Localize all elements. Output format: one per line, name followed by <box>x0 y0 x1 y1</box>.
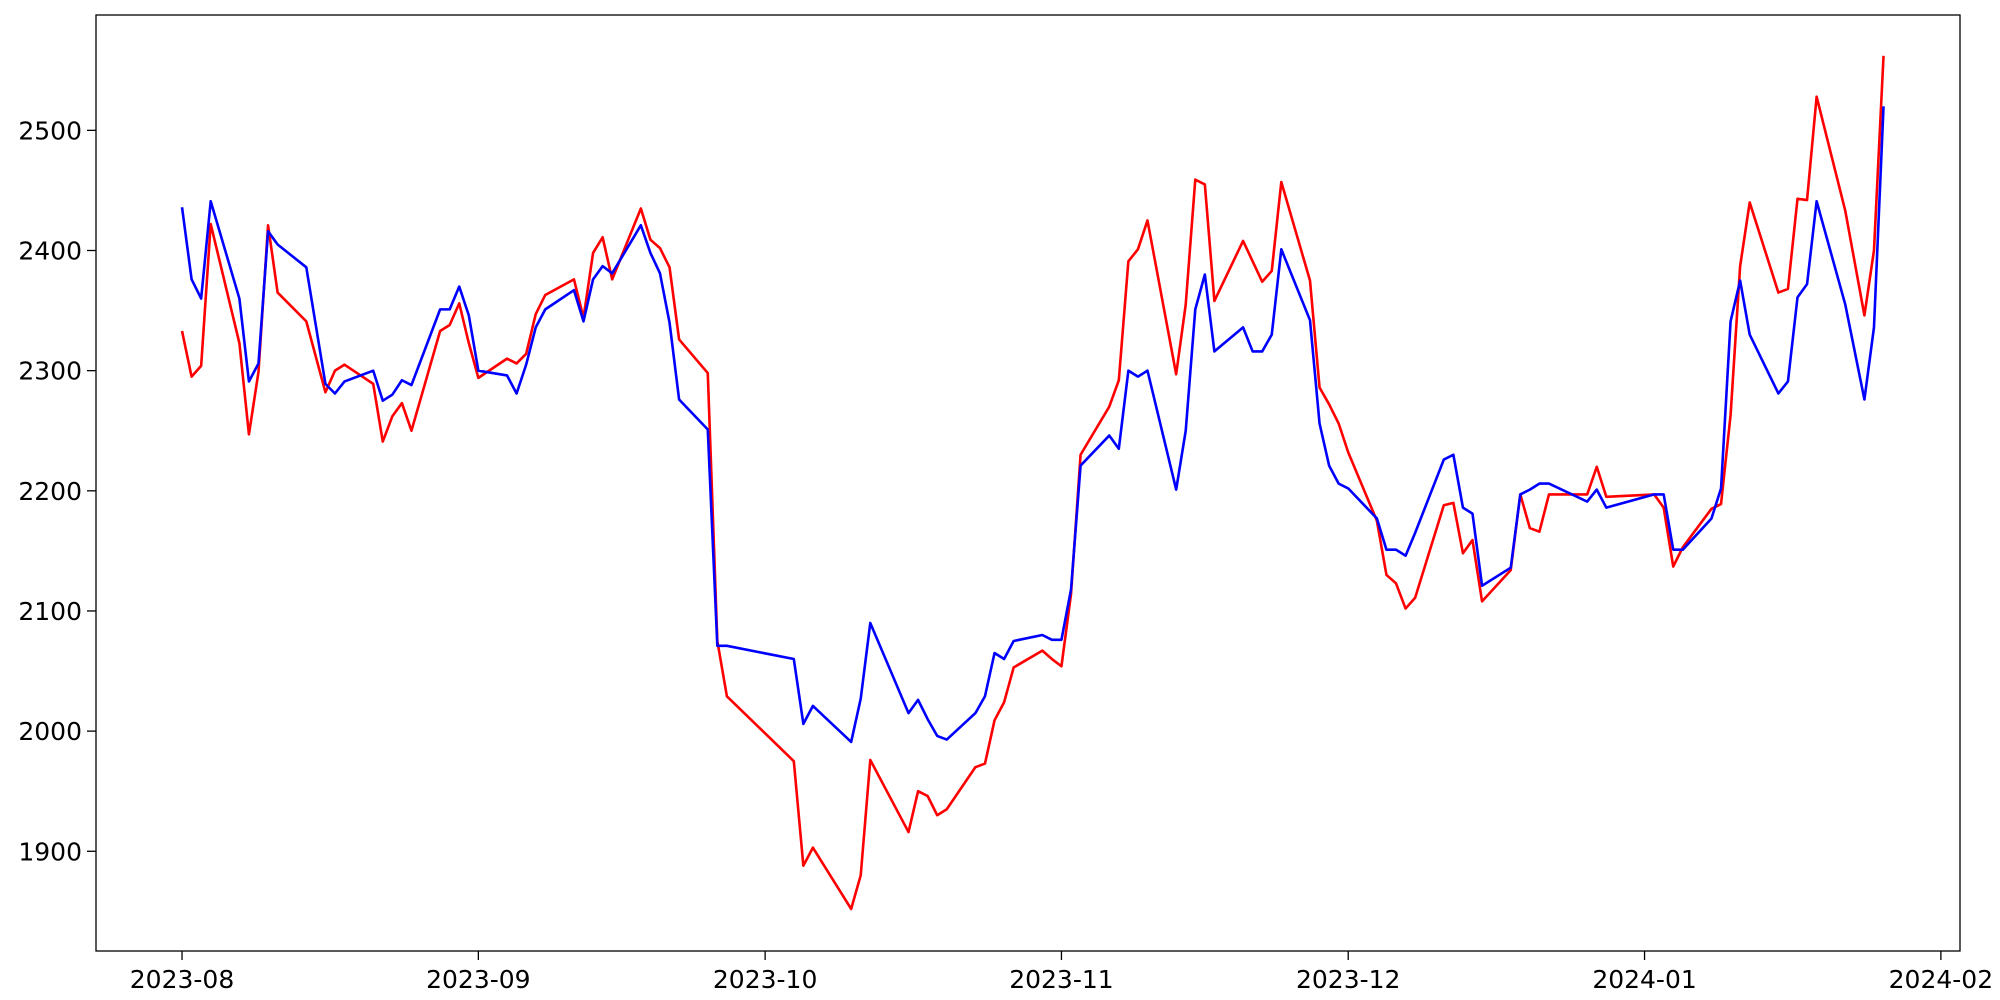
y-tick-label: 2100 <box>18 597 82 626</box>
y-tick-label: 1900 <box>18 837 82 866</box>
y-tick-label: 2200 <box>18 477 82 506</box>
y-tick-label: 2500 <box>18 116 82 145</box>
x-tick-label: 2024-02 <box>1889 965 1993 994</box>
y-tick-label: 2400 <box>18 237 82 266</box>
data-line <box>180 55 1885 911</box>
plot-frame <box>95 14 1961 952</box>
plot-area <box>180 55 1885 911</box>
y-tick-label: 2300 <box>18 357 82 386</box>
x-tick-label: 2023-10 <box>713 965 817 994</box>
y-tick-label: 2000 <box>18 717 82 746</box>
x-tick-label: 2024-01 <box>1592 965 1696 994</box>
x-tick-label: 2023-11 <box>1009 965 1113 994</box>
x-tick-label: 2023-09 <box>426 965 530 994</box>
data-line <box>180 106 1885 744</box>
x-tick-label: 2023-08 <box>130 965 234 994</box>
x-tick-label: 2023-12 <box>1296 965 1400 994</box>
